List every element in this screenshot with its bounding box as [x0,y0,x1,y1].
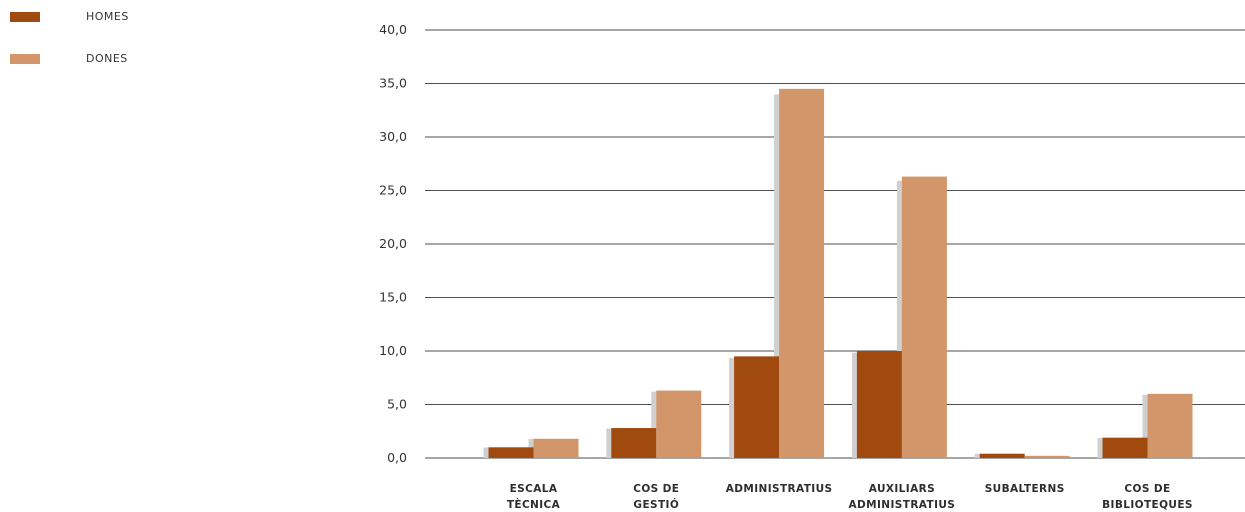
x-category-label: SUBALTERNS [985,483,1065,495]
bar-dones [1024,455,1070,458]
x-category-label: ESCALA [510,483,558,495]
y-tick-label: 40,0 [379,22,407,37]
x-category-label: TÈCNICA [507,498,561,511]
bar-homes [488,447,534,458]
y-tick-label: 35,0 [379,76,407,91]
bar-dones [1147,393,1193,458]
bar-homes [1102,437,1148,458]
bar-homes [979,453,1025,458]
x-category-label: ADMINISTRATIUS [849,499,956,511]
y-tick-label: 30,0 [379,129,407,144]
bar-dones [656,390,702,458]
bar-homes [611,428,657,458]
y-tick-label: 5,0 [387,397,407,412]
x-category-label: BIBLIOTEQUES [1102,499,1193,511]
y-tick-label: 25,0 [379,183,407,198]
x-category-label: AUXILIARS [869,483,935,495]
legend-swatch-homes [10,12,40,22]
x-category-label: GESTIÓ [633,498,679,511]
y-tick-label: 20,0 [379,236,407,251]
y-tick-label: 10,0 [379,343,407,358]
bar-dones [533,438,579,458]
x-category-label: ADMINISTRATIUS [726,483,833,495]
y-tick-label: 0,0 [387,450,407,465]
legend-swatch-dones [10,54,40,64]
y-tick-label: 15,0 [379,290,407,305]
x-category-label: COS DE [1124,483,1170,495]
x-category-label: COS DE [633,483,679,495]
legend-label-homes: HOMES [86,10,129,23]
bar-dones [779,88,825,458]
legend-label-dones: DONES [86,52,128,65]
bar-homes [734,356,780,458]
bar-homes [856,351,902,458]
bar-dones [901,176,947,458]
